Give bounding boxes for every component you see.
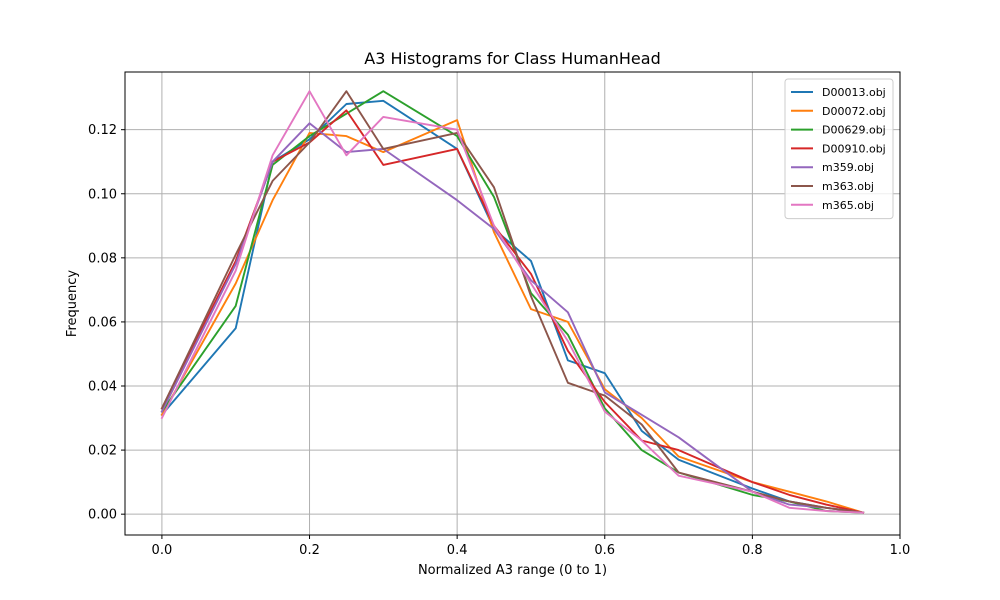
x-axis-label: Normalized A3 range (0 to 1) [418, 563, 607, 578]
y-tick-label: 0.00 [88, 508, 117, 523]
legend: D00013.obj D00072.obj D00629.obj D00910.obj… [784, 78, 894, 220]
y-axis-label: Frequency [65, 270, 80, 337]
x-tick-label: 0.8 [742, 543, 763, 558]
x-tick-label: 0.2 [299, 543, 320, 558]
series-line-m365 [160, 90, 865, 514]
y-tick-label: 0.02 [88, 444, 117, 459]
y-tick-label: 0.06 [88, 315, 117, 330]
chart-title: A3 Histograms for Class HumanHead [364, 49, 660, 68]
y-tick-label: 0.10 [88, 187, 117, 202]
legend-box [784, 78, 894, 220]
y-tick-label: 0.12 [88, 123, 117, 138]
x-tick-label: 0.4 [447, 543, 468, 558]
axis-ticks: 0.0 0.2 0.4 0.6 0.8 1.0 0.00 0.02 0.04 0.06 0.08 0.… [88, 123, 910, 558]
legend-label: D00910.obj [822, 142, 886, 155]
x-tick-label: 0.0 [152, 543, 173, 558]
y-tick-label: 0.04 [88, 380, 117, 395]
series-line-m359 [160, 122, 865, 514]
x-tick-label: 0.6 [594, 543, 615, 558]
series-line-m363 [160, 90, 865, 514]
legend-label: D00013.obj [822, 86, 886, 99]
x-tick-label: 1.0 [890, 543, 911, 558]
legend-label: m363.obj [822, 180, 874, 193]
legend-label: D00629.obj [822, 124, 886, 137]
legend-label: m359.obj [822, 161, 874, 174]
series-lines [160, 90, 865, 514]
plot-frame [124, 71, 901, 536]
legend-label: D00072.obj [822, 105, 886, 118]
series-line-d00910 [160, 109, 865, 514]
y-tick-label: 0.08 [88, 251, 117, 266]
legend-label: m365.obj [822, 199, 874, 212]
